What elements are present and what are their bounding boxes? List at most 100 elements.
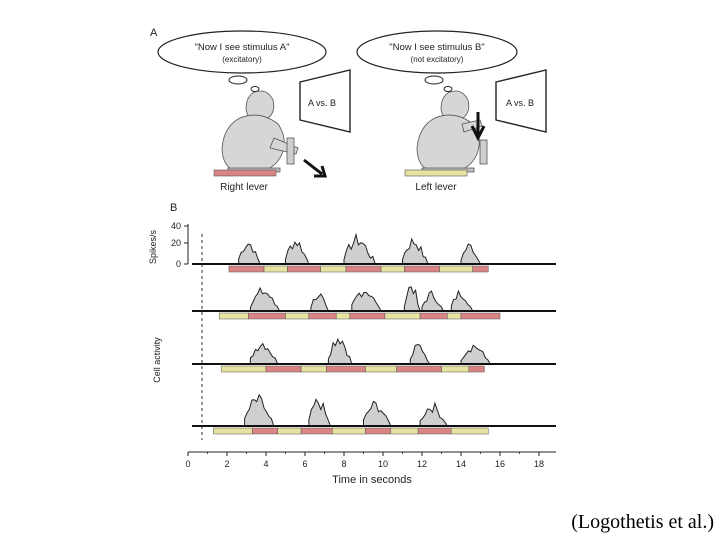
screen-right: A vs. B [495,69,547,133]
thought-right-text: "Now I see stimulus B" [389,42,484,53]
x-tick-label: 10 [378,459,388,469]
y-tick-labels: 40 20 0 [171,221,181,269]
activity-burst [419,401,449,427]
arrow-down-right-icon [303,158,328,178]
trial-row [192,393,556,435]
percept-b-segment [277,427,302,435]
percept-a-segment [287,265,321,273]
activity-burst [249,342,279,365]
trial-row [192,232,556,273]
y-axis [184,224,189,265]
percept-b-segment [384,312,421,320]
percept-b-segment [218,312,249,320]
panel-b-label: B [170,202,177,214]
panel-a-label: A [150,27,158,39]
trial-row [192,337,556,373]
activity-burst [308,398,332,427]
monkey-right-illustration [416,90,483,173]
percept-b-segment [451,427,489,435]
activity-burst [244,393,275,427]
thought-left-sub: (excitatory) [222,55,262,64]
x-tick-label: 12 [417,459,427,469]
percept-a-segment [308,312,337,320]
percept-a-segment [460,312,501,320]
percept-a-segment [252,427,278,435]
activity-burst [460,344,492,365]
trials-layer [192,232,556,435]
percept-a-segment [345,265,382,273]
lever-right-color-bar [404,169,468,177]
x-tick-label: 2 [224,459,229,469]
percept-b-segment [380,265,405,273]
x-tick-label: 4 [263,459,268,469]
activity-burst [310,293,330,312]
activity-burst [363,400,392,427]
screen-right-text: A vs. B [506,98,534,108]
thought-bubble-right: "Now I see stimulus B" (not excitatory) [356,30,518,92]
lever-left-label: Right lever [220,182,268,193]
x-tick-labels: 0 2 4 6 8 10 12 14 16 18 [185,452,544,469]
percept-b-segment [335,312,351,320]
activity-burst [403,286,421,312]
citation: (Logothetis et al.) [571,511,714,533]
percept-b-segment [447,312,462,320]
percept-b-segment [365,365,397,373]
lever-left-color-bar [213,169,277,177]
lever-left-post [286,137,295,165]
activity-burst [460,243,482,265]
monkey-left-illustration [221,90,299,173]
x-tick-label: 18 [534,459,544,469]
activity-burst [249,286,281,312]
percept-b-segment [263,265,288,273]
thought-bubble-left: "Now I see stimulus A" (excitatory) [157,30,327,92]
y-tick-label: 0 [176,259,181,269]
x-tick-label: 0 [185,459,190,469]
activity-burst [285,240,310,265]
percept-a-segment [228,265,265,273]
percept-a-segment [396,365,442,373]
arrow-down-icon [470,112,486,142]
screen-left: A vs. B [299,69,351,133]
percept-b-segment [390,427,419,435]
percept-a-segment [468,365,485,373]
percept-a-segment [472,265,489,273]
screen-left-text: A vs. B [308,98,336,108]
trial-row [192,286,556,320]
percept-b-segment [213,427,253,435]
y-tick-label: 20 [171,238,181,248]
x-tick-label: 14 [456,459,466,469]
x-tick-label: 6 [302,459,307,469]
percept-b-segment [320,265,347,273]
activity-burst [238,243,261,265]
percept-a-segment [404,265,440,273]
percept-b-segment [300,365,327,373]
percept-a-segment [419,312,448,320]
percept-b-segment [220,365,267,373]
activity-burst [409,343,431,365]
x-tick-label: 16 [495,459,505,469]
percept-b-segment [439,265,473,273]
percept-a-segment [349,312,386,320]
activity-burst [343,232,376,265]
y-tick-label: 40 [171,221,181,231]
percept-a-segment [365,427,392,435]
y-axis-label-cell-activity: Cell activity [152,337,162,383]
activity-burst [327,337,353,365]
activity-burst [351,292,382,312]
percept-a-segment [265,365,302,373]
percept-a-segment [417,427,452,435]
percept-b-segment [332,427,366,435]
thought-left-text: "Now I see stimulus A" [195,42,290,53]
percept-a-segment [326,365,366,373]
lever-right-post [479,139,488,165]
thought-right-sub: (not excitatory) [411,55,464,64]
percept-a-segment [300,427,333,435]
percept-a-segment [248,312,286,320]
percept-b-segment [441,365,470,373]
lever-right-label: Left lever [415,182,457,193]
x-tick-label: 8 [341,459,346,469]
activity-burst [402,237,429,265]
y-axis-label-spikes: Spikes/s [148,229,158,264]
percept-b-segment [285,312,310,320]
